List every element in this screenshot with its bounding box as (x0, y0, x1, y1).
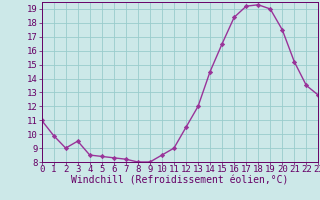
X-axis label: Windchill (Refroidissement éolien,°C): Windchill (Refroidissement éolien,°C) (71, 175, 289, 185)
